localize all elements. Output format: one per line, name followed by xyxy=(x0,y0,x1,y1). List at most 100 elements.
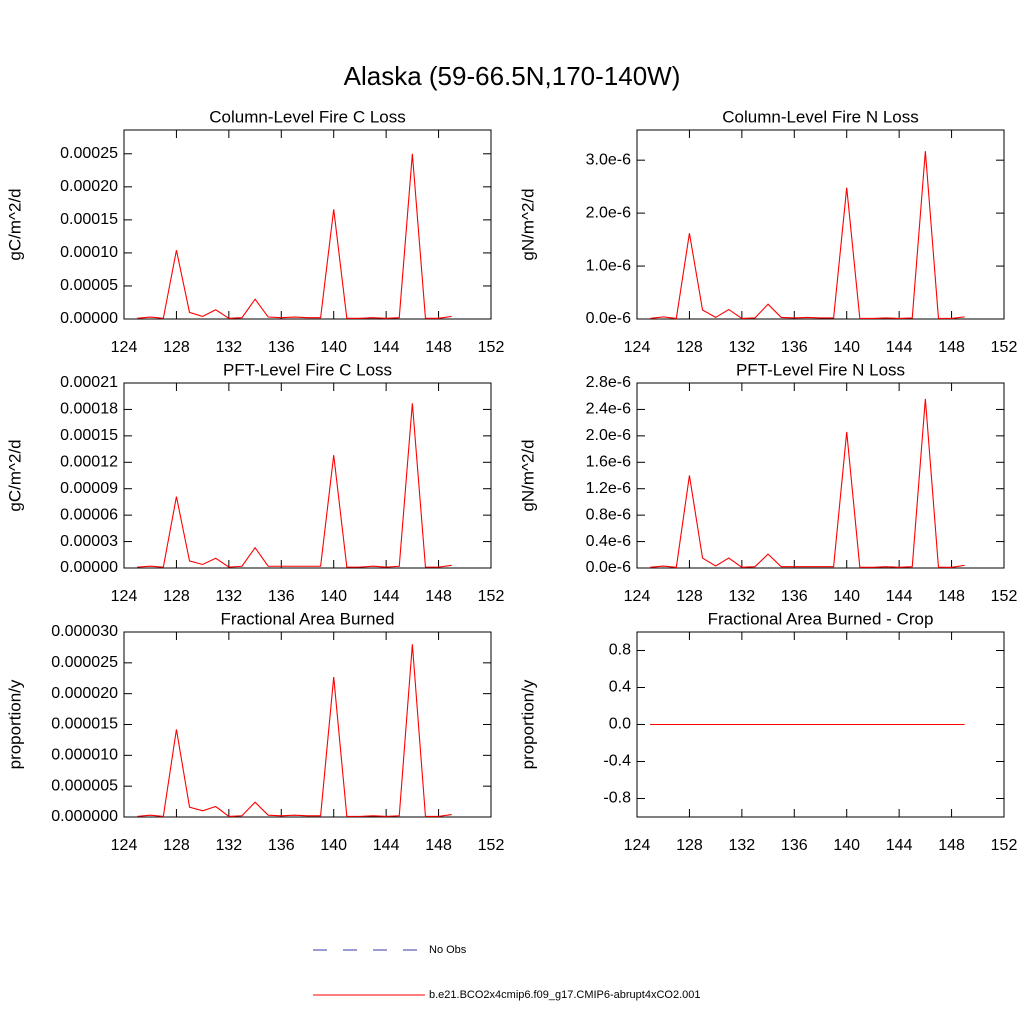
x-tick-label: 152 xyxy=(478,588,505,605)
x-tick-label: 124 xyxy=(111,339,138,356)
x-tick-label: 136 xyxy=(781,588,808,605)
x-tick-label: 140 xyxy=(833,837,860,854)
x-tick-label: 152 xyxy=(991,837,1018,854)
y-tick-label: 2.8e-6 xyxy=(586,374,631,391)
y-tick-label: 1.0e-6 xyxy=(586,257,631,274)
x-tick-label: 144 xyxy=(886,837,913,854)
data-line xyxy=(137,153,452,319)
panel-title: Fractional Area Burned xyxy=(221,609,395,628)
x-tick-label: 144 xyxy=(373,339,400,356)
x-tick-label: 136 xyxy=(268,339,295,356)
y-tick-label: 0.000025 xyxy=(51,654,118,671)
plot-frame xyxy=(123,129,492,320)
panel-title: PFT-Level Fire N Loss xyxy=(736,360,905,379)
y-tick-label: 0.00015 xyxy=(60,427,118,444)
x-tick-label: 124 xyxy=(624,837,651,854)
y-tick-label: 2.0e-6 xyxy=(586,427,631,444)
y-tick-label: 0.4e-6 xyxy=(586,533,631,550)
plot-frame xyxy=(636,382,1005,569)
x-tick-label: 136 xyxy=(268,837,295,854)
data-line xyxy=(137,644,452,817)
x-tick-label: 140 xyxy=(320,837,347,854)
y-tick-label: 0.00015 xyxy=(60,211,118,228)
x-tick-label: 148 xyxy=(938,837,965,854)
x-tick-label: 132 xyxy=(729,339,756,356)
y-tick-label: 0.00000 xyxy=(60,559,118,576)
x-tick-label: 144 xyxy=(886,588,913,605)
y-tick-label: 0.000010 xyxy=(51,747,118,764)
x-tick-label: 136 xyxy=(781,339,808,356)
x-tick-label: 128 xyxy=(163,339,190,356)
x-tick-label: 136 xyxy=(781,837,808,854)
y-axis-label: proportion/y xyxy=(5,679,24,769)
y-tick-label: 0.000030 xyxy=(51,623,118,640)
y-tick-label: 0.4 xyxy=(609,679,631,696)
y-axis-label: gN/m^2/d xyxy=(518,188,537,260)
x-tick-label: 124 xyxy=(624,339,651,356)
x-tick-label: 128 xyxy=(163,588,190,605)
data-line xyxy=(650,398,965,568)
legend-label: No Obs xyxy=(429,944,467,956)
data-line xyxy=(137,403,452,568)
panel-title: Column-Level Fire C Loss xyxy=(209,107,406,126)
x-tick-label: 132 xyxy=(729,837,756,854)
y-tick-label: 0.00025 xyxy=(60,145,118,162)
x-tick-label: 148 xyxy=(425,588,452,605)
y-tick-label: 0.00009 xyxy=(60,480,118,497)
x-tick-label: 152 xyxy=(991,339,1018,356)
y-axis-label: gC/m^2/d xyxy=(5,188,24,260)
x-tick-label: 128 xyxy=(676,588,703,605)
x-tick-label: 132 xyxy=(216,837,243,854)
x-tick-label: 128 xyxy=(676,837,703,854)
x-tick-label: 152 xyxy=(991,588,1018,605)
panel-title: Column-Level Fire N Loss xyxy=(722,107,919,126)
x-tick-label: 124 xyxy=(111,837,138,854)
y-tick-label: 0.000005 xyxy=(51,777,118,794)
x-tick-label: 132 xyxy=(216,588,243,605)
x-tick-label: 144 xyxy=(373,837,400,854)
y-tick-label: 0.00000 xyxy=(60,310,118,327)
panel-title: Fractional Area Burned - Crop xyxy=(708,609,934,628)
data-line xyxy=(650,151,965,320)
y-tick-label: 0.00010 xyxy=(60,244,118,261)
y-tick-label: 0.00005 xyxy=(60,277,118,294)
y-tick-label: 3.0e-6 xyxy=(586,151,631,168)
y-tick-label: 0.8 xyxy=(609,642,631,659)
x-tick-label: 124 xyxy=(111,588,138,605)
legend-label: b.e21.BCO2x4cmip6.f09_g17.CMIP6-abrupt4x… xyxy=(429,989,701,1001)
y-tick-label: 0.000020 xyxy=(51,685,118,702)
y-tick-label: 2.0e-6 xyxy=(586,204,631,221)
y-tick-label: 0.000015 xyxy=(51,716,118,733)
y-tick-label: 0.000000 xyxy=(51,808,118,825)
x-tick-label: 128 xyxy=(163,837,190,854)
x-tick-label: 132 xyxy=(216,339,243,356)
y-tick-label: -0.8 xyxy=(603,790,631,807)
y-axis-label: gN/m^2/d xyxy=(518,439,537,511)
figure-title: Alaska (59-66.5N,170-140W) xyxy=(344,61,681,91)
x-tick-label: 152 xyxy=(478,339,505,356)
y-tick-label: 0.8e-6 xyxy=(586,506,631,523)
x-tick-label: 132 xyxy=(729,588,756,605)
y-tick-label: 1.6e-6 xyxy=(586,454,631,471)
x-tick-label: 144 xyxy=(373,588,400,605)
y-axis-label: gC/m^2/d xyxy=(5,439,24,511)
x-tick-label: 140 xyxy=(320,339,347,356)
plot-frame xyxy=(123,382,492,569)
x-tick-label: 148 xyxy=(938,339,965,356)
x-tick-label: 148 xyxy=(425,837,452,854)
x-tick-label: 144 xyxy=(886,339,913,356)
x-tick-label: 148 xyxy=(938,588,965,605)
y-tick-label: 0.0e-6 xyxy=(586,559,631,576)
y-axis-label: proportion/y xyxy=(518,679,537,769)
x-tick-label: 140 xyxy=(833,588,860,605)
x-tick-label: 148 xyxy=(425,339,452,356)
x-tick-label: 140 xyxy=(320,588,347,605)
y-tick-label: 0.0e-6 xyxy=(586,310,631,327)
y-tick-label: 0.00003 xyxy=(60,533,118,550)
y-tick-label: 1.2e-6 xyxy=(586,480,631,497)
x-tick-label: 152 xyxy=(478,837,505,854)
panel-title: PFT-Level Fire C Loss xyxy=(223,360,392,379)
y-tick-label: 2.4e-6 xyxy=(586,401,631,418)
